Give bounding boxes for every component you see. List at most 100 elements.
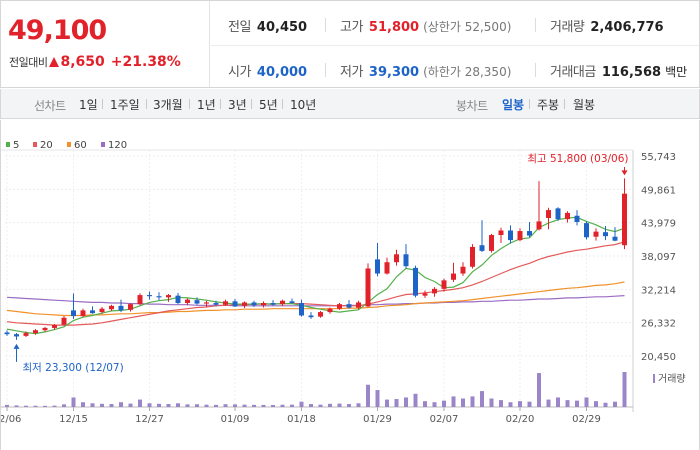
volume-bar xyxy=(556,397,560,407)
volume-bar xyxy=(347,404,351,407)
candle-body xyxy=(536,221,542,230)
volume-bar xyxy=(204,404,209,407)
y-tick-label: 26,332 xyxy=(641,319,676,330)
volume-bar xyxy=(527,401,532,407)
day-low: 저가 39,300 (하한가 28,350) xyxy=(340,61,511,80)
volume-bar xyxy=(575,400,579,407)
candle-body xyxy=(584,223,589,238)
candle-body xyxy=(109,305,114,310)
tab-1d[interactable]: 1일 xyxy=(79,98,98,112)
volume-bar xyxy=(43,405,47,407)
stock-chart[interactable]: 55,743 49,861 43,979 38,097 32,214 26,332 20,4… xyxy=(0,120,700,450)
candle-body xyxy=(403,254,409,267)
y-tick-label: 32,214 xyxy=(641,285,676,296)
tab-divider xyxy=(529,99,530,109)
x-tick-label: 12/06 xyxy=(1,414,21,425)
divider xyxy=(535,18,536,32)
candle-body xyxy=(137,295,143,305)
candle-body xyxy=(270,303,276,305)
candle-body xyxy=(251,302,257,306)
x-tick-label: 12/27 xyxy=(135,414,164,425)
volume: 거래량 2,406,776 xyxy=(550,16,664,35)
tab-3m[interactable]: 3개월 xyxy=(153,98,183,112)
candle-body xyxy=(508,230,513,241)
quote-header: 49,100 전일대비 8,650 +21.38% 전일 40,450 고가 51,80… xyxy=(0,0,700,88)
volume-bar xyxy=(385,399,389,407)
volume-bar xyxy=(166,404,171,407)
tab-1y[interactable]: 1년 xyxy=(197,98,216,112)
tab-daily[interactable]: 일봉 xyxy=(502,98,525,112)
candle-body xyxy=(479,245,485,251)
tab-5y[interactable]: 5년 xyxy=(259,98,278,112)
tab-weekly[interactable]: 주봉 xyxy=(537,98,560,112)
volume-bar xyxy=(119,402,123,407)
candle-body xyxy=(299,303,304,316)
candle-body xyxy=(42,327,48,331)
candle-body xyxy=(612,236,618,241)
candle-body xyxy=(185,299,190,304)
tab-divider xyxy=(251,99,252,109)
open-price: 시가 40,000 xyxy=(228,61,307,80)
change-row: 전일대비 8,650 +21.38% xyxy=(9,54,181,70)
candle-body xyxy=(99,308,105,313)
candle-body xyxy=(432,288,437,294)
prev-close-label: 전일 xyxy=(228,20,251,35)
x-tick-label: 02/07 xyxy=(430,414,459,425)
high-label: 고가 xyxy=(340,20,363,35)
tab-1w[interactable]: 1주일 xyxy=(110,98,140,112)
chart-canvas[interactable]: 55,743 49,861 43,979 38,097 32,214 26,332 20,4… xyxy=(1,120,699,450)
change-label: 전일대비 xyxy=(9,56,48,69)
tab-3y[interactable]: 3년 xyxy=(228,98,247,112)
volume-bar xyxy=(271,404,275,407)
volume-bar xyxy=(499,400,503,407)
candle-body xyxy=(232,301,238,307)
x-tick-label: 02/29 xyxy=(572,414,601,425)
volume-bar xyxy=(81,402,85,407)
tab-monthly[interactable]: 월봉 xyxy=(573,98,596,112)
candle-chart-label: 봉차트 xyxy=(456,99,488,113)
candle-body xyxy=(147,295,152,297)
candle-body xyxy=(555,208,561,220)
candle-body xyxy=(90,310,95,314)
candle-body xyxy=(223,301,228,305)
candle-body xyxy=(460,266,466,274)
volume-bar xyxy=(261,404,266,407)
candle-body xyxy=(71,310,76,317)
low-label: 저가 xyxy=(340,65,363,80)
candle-body xyxy=(451,273,456,280)
up-triangle-icon xyxy=(49,57,60,67)
legend-label-20: 20 xyxy=(40,140,53,151)
candle-body xyxy=(213,303,219,305)
volume-bar xyxy=(603,402,608,407)
volume-bar xyxy=(375,390,380,407)
volume-bar xyxy=(62,404,66,407)
volume-bar xyxy=(147,403,152,407)
volume-bar xyxy=(470,396,475,407)
volume-bar xyxy=(52,405,57,407)
amount-label: 거래대금 xyxy=(550,65,596,80)
candle-body xyxy=(289,301,295,304)
volume-bar xyxy=(214,404,218,407)
prev-close: 전일 40,450 xyxy=(228,16,307,35)
volume-bar xyxy=(242,404,247,407)
volume-bar xyxy=(299,401,304,407)
volume-bar xyxy=(546,399,551,407)
volume-bar xyxy=(71,397,76,407)
candle-body xyxy=(52,325,57,328)
low-annotation: 최저 23,300 (12/07) xyxy=(23,362,124,374)
volume-bar xyxy=(100,403,104,407)
volume-bar xyxy=(176,403,180,407)
candle-body xyxy=(489,235,494,251)
ma120-line xyxy=(6,295,625,307)
candle-body xyxy=(565,212,570,220)
volume-bar xyxy=(33,405,38,407)
volume-bar xyxy=(309,404,313,407)
volume-bar xyxy=(223,404,228,407)
candle-body xyxy=(517,231,523,241)
high-annotation: 최고 51,800 (03/06) xyxy=(527,153,628,165)
volume-bar xyxy=(290,404,294,407)
low-value: 39,300 xyxy=(368,65,420,80)
tab-10y[interactable]: 10년 xyxy=(290,98,317,112)
legend-swatch xyxy=(67,142,71,147)
volume-bar xyxy=(461,398,465,407)
